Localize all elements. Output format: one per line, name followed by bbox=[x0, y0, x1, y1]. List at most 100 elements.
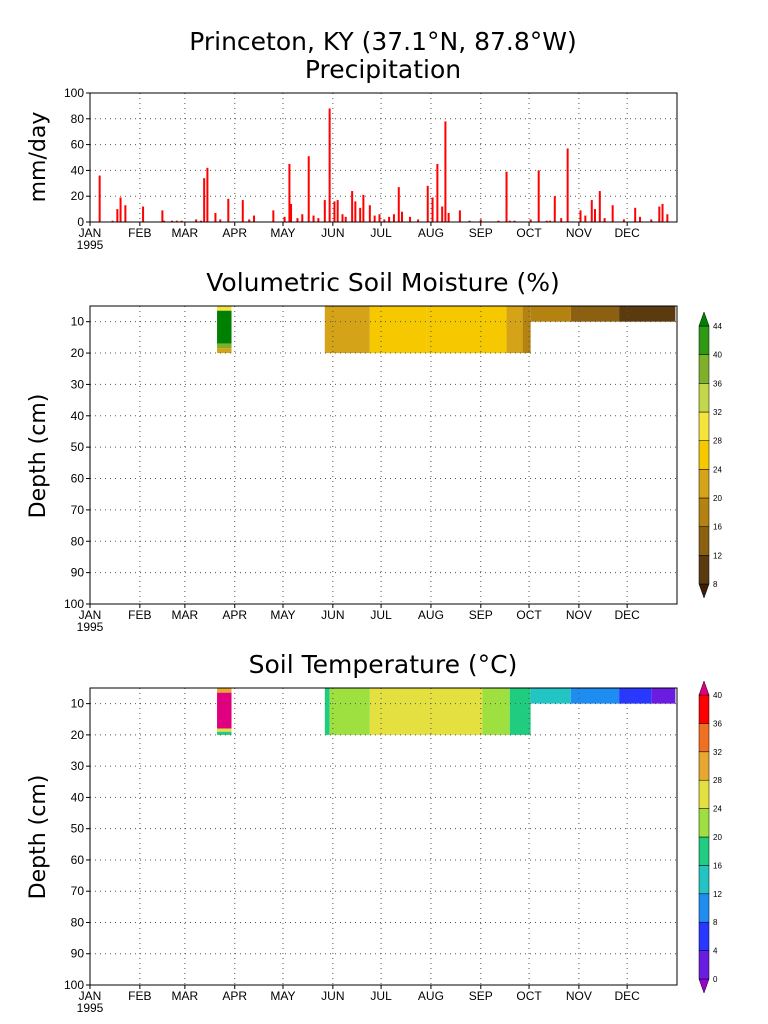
precip-bar bbox=[634, 207, 637, 222]
precip-bar bbox=[111, 220, 114, 222]
precip-bar bbox=[248, 219, 251, 222]
x-tick-label: MAY bbox=[270, 226, 295, 240]
x-tick-label: AUG bbox=[418, 989, 444, 1003]
x-tick-label: JUL bbox=[370, 989, 392, 1003]
precip-bar bbox=[392, 214, 395, 222]
precip-bar bbox=[388, 216, 391, 222]
colorbar-label: 28 bbox=[713, 437, 722, 446]
x-tick-label: JUN bbox=[321, 989, 344, 1003]
heat-cell bbox=[530, 306, 571, 322]
x-tick-label: FEB bbox=[128, 608, 151, 622]
colorbar-label: 12 bbox=[713, 890, 722, 899]
precip-bar bbox=[317, 218, 320, 222]
heat-cell bbox=[217, 731, 232, 735]
x-tick-label: OCT bbox=[516, 226, 542, 240]
precip-bar bbox=[566, 148, 569, 222]
y-tick-label: 100 bbox=[64, 86, 84, 100]
x-tick-label: SEP bbox=[469, 989, 493, 1003]
precip-bar bbox=[378, 214, 381, 222]
colorbar-segment bbox=[698, 555, 710, 585]
colorbar-end-high bbox=[698, 311, 710, 327]
precip-bar bbox=[373, 215, 376, 222]
y-tick-label: 100 bbox=[64, 597, 84, 611]
colorbar-segment bbox=[698, 411, 710, 441]
precip-bar bbox=[312, 215, 315, 222]
temperature-title: Soil Temperature (°C) bbox=[249, 650, 518, 679]
precip-bar bbox=[344, 216, 347, 222]
x-tick-label: APR bbox=[222, 608, 247, 622]
precip-bar bbox=[206, 167, 209, 222]
y-tick-label: 70 bbox=[71, 884, 85, 898]
colorbar-segment bbox=[698, 469, 710, 499]
colorbar-label: 40 bbox=[713, 351, 722, 360]
colorbar-label: 0 bbox=[713, 975, 718, 984]
colorbar-segment bbox=[698, 751, 710, 781]
colorbar-segment bbox=[698, 383, 710, 413]
plot-frame bbox=[89, 92, 678, 223]
precip-ylabel: mm/day bbox=[26, 112, 51, 203]
y-tick-label: 20 bbox=[71, 189, 85, 203]
heat-cell bbox=[619, 306, 676, 322]
colorbar-segment bbox=[698, 836, 710, 866]
x-tick-label: MAR bbox=[172, 608, 199, 622]
colorbar-segment bbox=[698, 497, 710, 527]
precip-bar bbox=[283, 216, 286, 222]
colorbar-label: 8 bbox=[713, 918, 718, 927]
colorbar-end-low bbox=[698, 583, 710, 599]
precip-bar bbox=[301, 214, 304, 222]
heat-cell bbox=[369, 688, 483, 735]
colorbar-segment bbox=[698, 440, 710, 470]
plot-frame bbox=[89, 305, 678, 605]
precip-bar bbox=[161, 210, 164, 222]
y-tick-label: 30 bbox=[71, 759, 85, 773]
precip-bar bbox=[180, 220, 183, 222]
heat-cell bbox=[329, 688, 370, 735]
colorbar-segment bbox=[698, 723, 710, 753]
colorbar-label: 16 bbox=[713, 523, 722, 532]
x-tick-label: JUN bbox=[321, 608, 344, 622]
y-tick-label: 80 bbox=[71, 112, 85, 126]
precip-bar bbox=[351, 191, 354, 222]
colorbar-label: 16 bbox=[713, 861, 722, 870]
heat-cell bbox=[217, 728, 232, 732]
precip-bar bbox=[119, 197, 122, 222]
precip-bar bbox=[359, 207, 362, 222]
plot-frame bbox=[89, 687, 678, 986]
precip-bar bbox=[383, 219, 386, 222]
soil-temperature-colorbar: 0 4 8 12 16 20 24 28 32 36 40 bbox=[698, 680, 722, 994]
precip-bar bbox=[336, 200, 339, 222]
precip-bar bbox=[175, 220, 178, 222]
x-tick-label: DEC bbox=[614, 226, 640, 240]
x-tick-label: DEC bbox=[614, 608, 640, 622]
precip-bar bbox=[116, 209, 119, 222]
precip-bar bbox=[272, 210, 275, 222]
x-tick-label: JAN bbox=[79, 226, 102, 240]
y-tick-label: 80 bbox=[71, 534, 85, 548]
precip-bar bbox=[661, 203, 664, 222]
precip-bar bbox=[426, 185, 429, 222]
precip-bar bbox=[622, 219, 625, 222]
colorbar-label: 44 bbox=[713, 322, 722, 331]
precip-bar bbox=[593, 209, 596, 222]
precip-bar bbox=[603, 218, 606, 222]
y-tick-label: 40 bbox=[71, 790, 85, 804]
precip-bar bbox=[328, 108, 331, 222]
colorbar-segment bbox=[698, 526, 710, 556]
heat-cell bbox=[570, 688, 620, 704]
y-tick-label: 20 bbox=[71, 728, 85, 742]
precip-bar bbox=[468, 220, 471, 222]
colorbar-label: 32 bbox=[713, 408, 722, 417]
y-tick-label: 0 bbox=[77, 215, 84, 229]
precip-bar bbox=[199, 220, 202, 222]
year-label: 1995 bbox=[77, 620, 104, 634]
x-tick-label: MAY bbox=[270, 989, 295, 1003]
colorbar-segment bbox=[698, 694, 710, 724]
heat-cell bbox=[324, 306, 370, 354]
year-label: 1995 bbox=[77, 238, 104, 252]
y-tick-label: 40 bbox=[71, 409, 85, 423]
x-tick-label: JAN bbox=[79, 989, 102, 1003]
precip-bar bbox=[203, 178, 206, 222]
colorbar-segment bbox=[698, 865, 710, 895]
y-tick-label: 90 bbox=[71, 566, 85, 580]
